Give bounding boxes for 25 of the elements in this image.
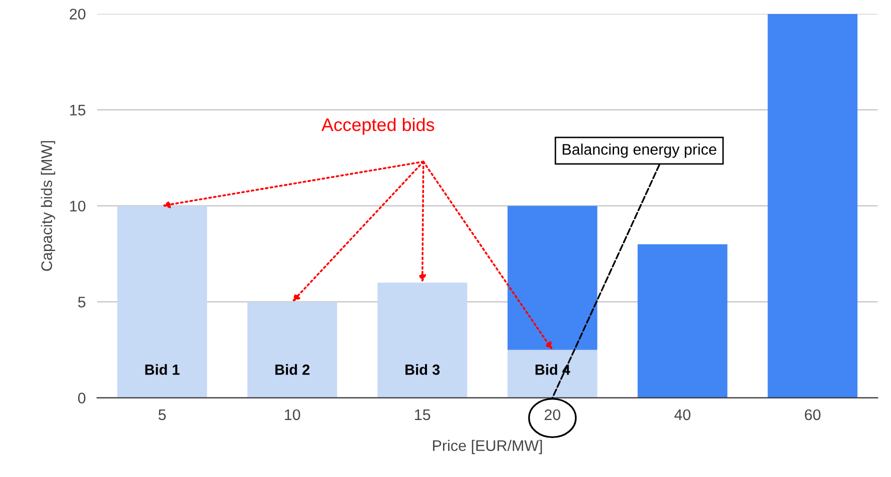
- annotation: Bid 1: [145, 364, 180, 375]
- y-tick-label: 10: [70, 200, 86, 212]
- bar: [768, 14, 858, 398]
- annotation: Bid 2: [275, 364, 310, 375]
- x-tick-label: 5: [158, 409, 166, 420]
- bar: [247, 302, 338, 398]
- annotation: Bid 3: [405, 364, 440, 375]
- x-tick-label: 20: [544, 409, 560, 420]
- bar: [117, 206, 208, 398]
- x-axis-title: Price [EUR/MW]: [433, 440, 542, 454]
- x-tick-label: 60: [804, 409, 820, 420]
- y-tick-label: 0: [78, 392, 86, 404]
- annotation: Accepted bids: [321, 118, 434, 135]
- x-tick-label: 40: [674, 409, 690, 420]
- y-tick-label: 5: [78, 296, 86, 308]
- bar: [377, 282, 468, 398]
- bar: [508, 350, 598, 398]
- x-tick-label: 15: [415, 409, 430, 420]
- bar: [638, 244, 728, 398]
- annotation: Balancing energy price: [562, 144, 716, 158]
- bar: [508, 206, 598, 350]
- y-tick-label: 20: [70, 8, 86, 20]
- y-tick-label: 15: [70, 104, 86, 116]
- y-axis-title: Capacity bids [MW]: [40, 141, 56, 271]
- x-tick-label: 10: [284, 409, 300, 420]
